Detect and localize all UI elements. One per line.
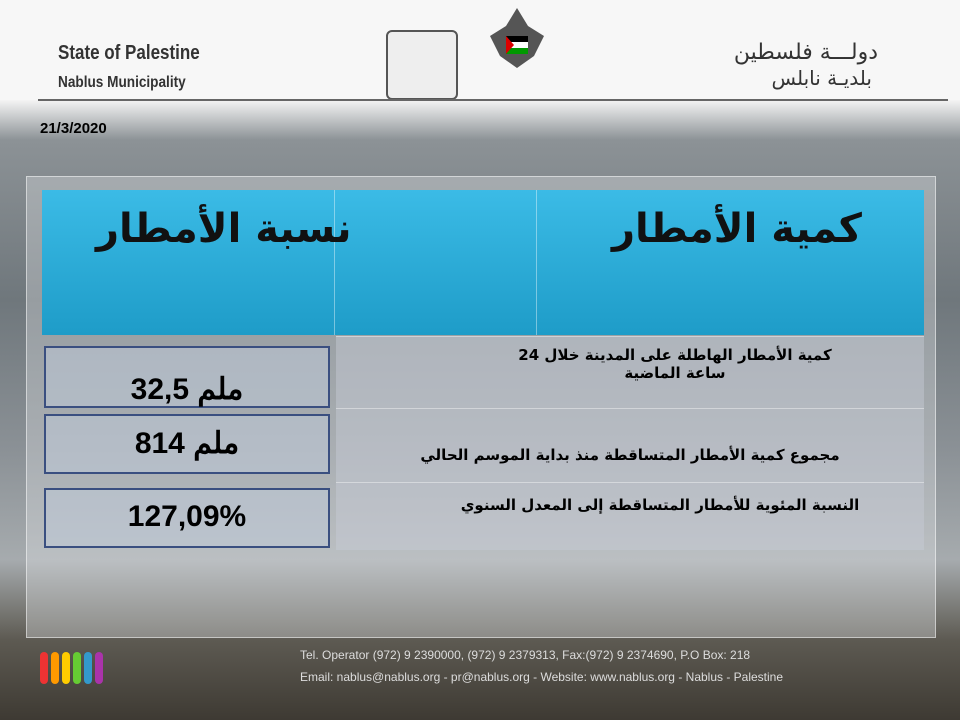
column-header-amount: كمية الأمطار [612, 206, 862, 252]
footer-contact: Tel. Operator (972) 9 2390000, (972) 9 2… [300, 648, 783, 684]
column-header-ratio: نسبة الأمطار [96, 206, 352, 252]
page-header: State of Palestine Nablus Municipality د… [0, 0, 960, 101]
municipality-title-ar: بلديـة نابلس [771, 66, 872, 90]
report-date: 21/3/2020 [40, 120, 107, 137]
row-label-season: مجموع كمية الأمطار المتساقطة منذ بداية ا… [420, 446, 840, 464]
row-label-percent: النسبة المئوية للأمطار المتساقطة إلى الم… [460, 496, 860, 514]
value-24h: 32,5 ملم [44, 346, 330, 408]
row-label-24h: كمية الأمطار الهاطلة على المدينة خلال 24… [518, 346, 832, 382]
palestine-eagle-emblem [490, 8, 544, 68]
state-title-en: State of Palestine [58, 42, 200, 64]
table-header [42, 190, 924, 335]
column-divider [334, 190, 335, 335]
state-title-ar: دولـــة فلسطين [733, 40, 878, 65]
footer-logo [40, 652, 103, 684]
column-divider [536, 190, 537, 335]
municipality-title-en: Nablus Municipality [58, 74, 186, 91]
header-divider [38, 99, 948, 101]
table-row [336, 336, 924, 408]
footer-web: Email: nablus@nablus.org - pr@nablus.org… [300, 670, 784, 684]
table-row [336, 482, 924, 550]
table-row [336, 408, 924, 482]
footer-phone: Tel. Operator (972) 9 2390000, (972) 9 2… [300, 648, 751, 662]
value-season: 814 ملم [44, 414, 330, 474]
value-percent: 127,09% [44, 488, 330, 548]
nablus-municipality-logo [386, 30, 458, 100]
